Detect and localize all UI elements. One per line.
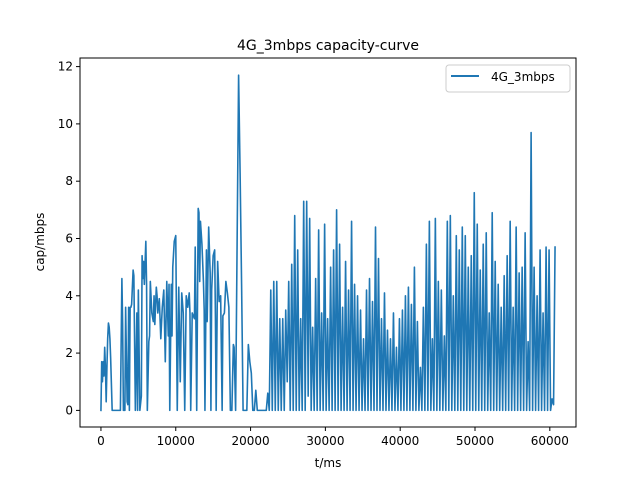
y-tick-label: 8 (65, 174, 73, 188)
legend: 4G_3mbps (445, 64, 571, 93)
plot-frame (79, 57, 577, 428)
x-tick-label: 30000 (306, 434, 344, 448)
y-tick-label: 0 (65, 403, 73, 417)
y-tick-label: 4 (65, 289, 73, 303)
y-axis-ticks: 0 2 4 6 8 10 12 (58, 60, 80, 417)
x-axis-label: t/ms (315, 456, 342, 470)
legend-label: 4G_3mbps (491, 70, 555, 84)
chart-title: 4G_3mbps capacity-curve (237, 38, 419, 54)
data-layer (100, 74, 556, 412)
series-line-0 (100, 74, 556, 412)
x-tick-label: 20000 (231, 434, 269, 448)
y-tick-label: 12 (58, 60, 73, 74)
y-tick-label: 10 (58, 117, 73, 131)
y-tick-label: 2 (65, 346, 73, 360)
y-tick-label: 6 (65, 231, 73, 245)
x-tick-label: 0 (97, 434, 105, 448)
y-axis-label: cap/mbps (33, 213, 47, 272)
x-tick-label: 60000 (531, 434, 569, 448)
x-tick-label: 10000 (157, 434, 195, 448)
x-axis-ticks: 0 10000 20000 30000 40000 50000 60000 (97, 427, 569, 448)
legend-box (445, 64, 571, 93)
x-tick-label: 50000 (456, 434, 494, 448)
x-tick-label: 40000 (381, 434, 419, 448)
